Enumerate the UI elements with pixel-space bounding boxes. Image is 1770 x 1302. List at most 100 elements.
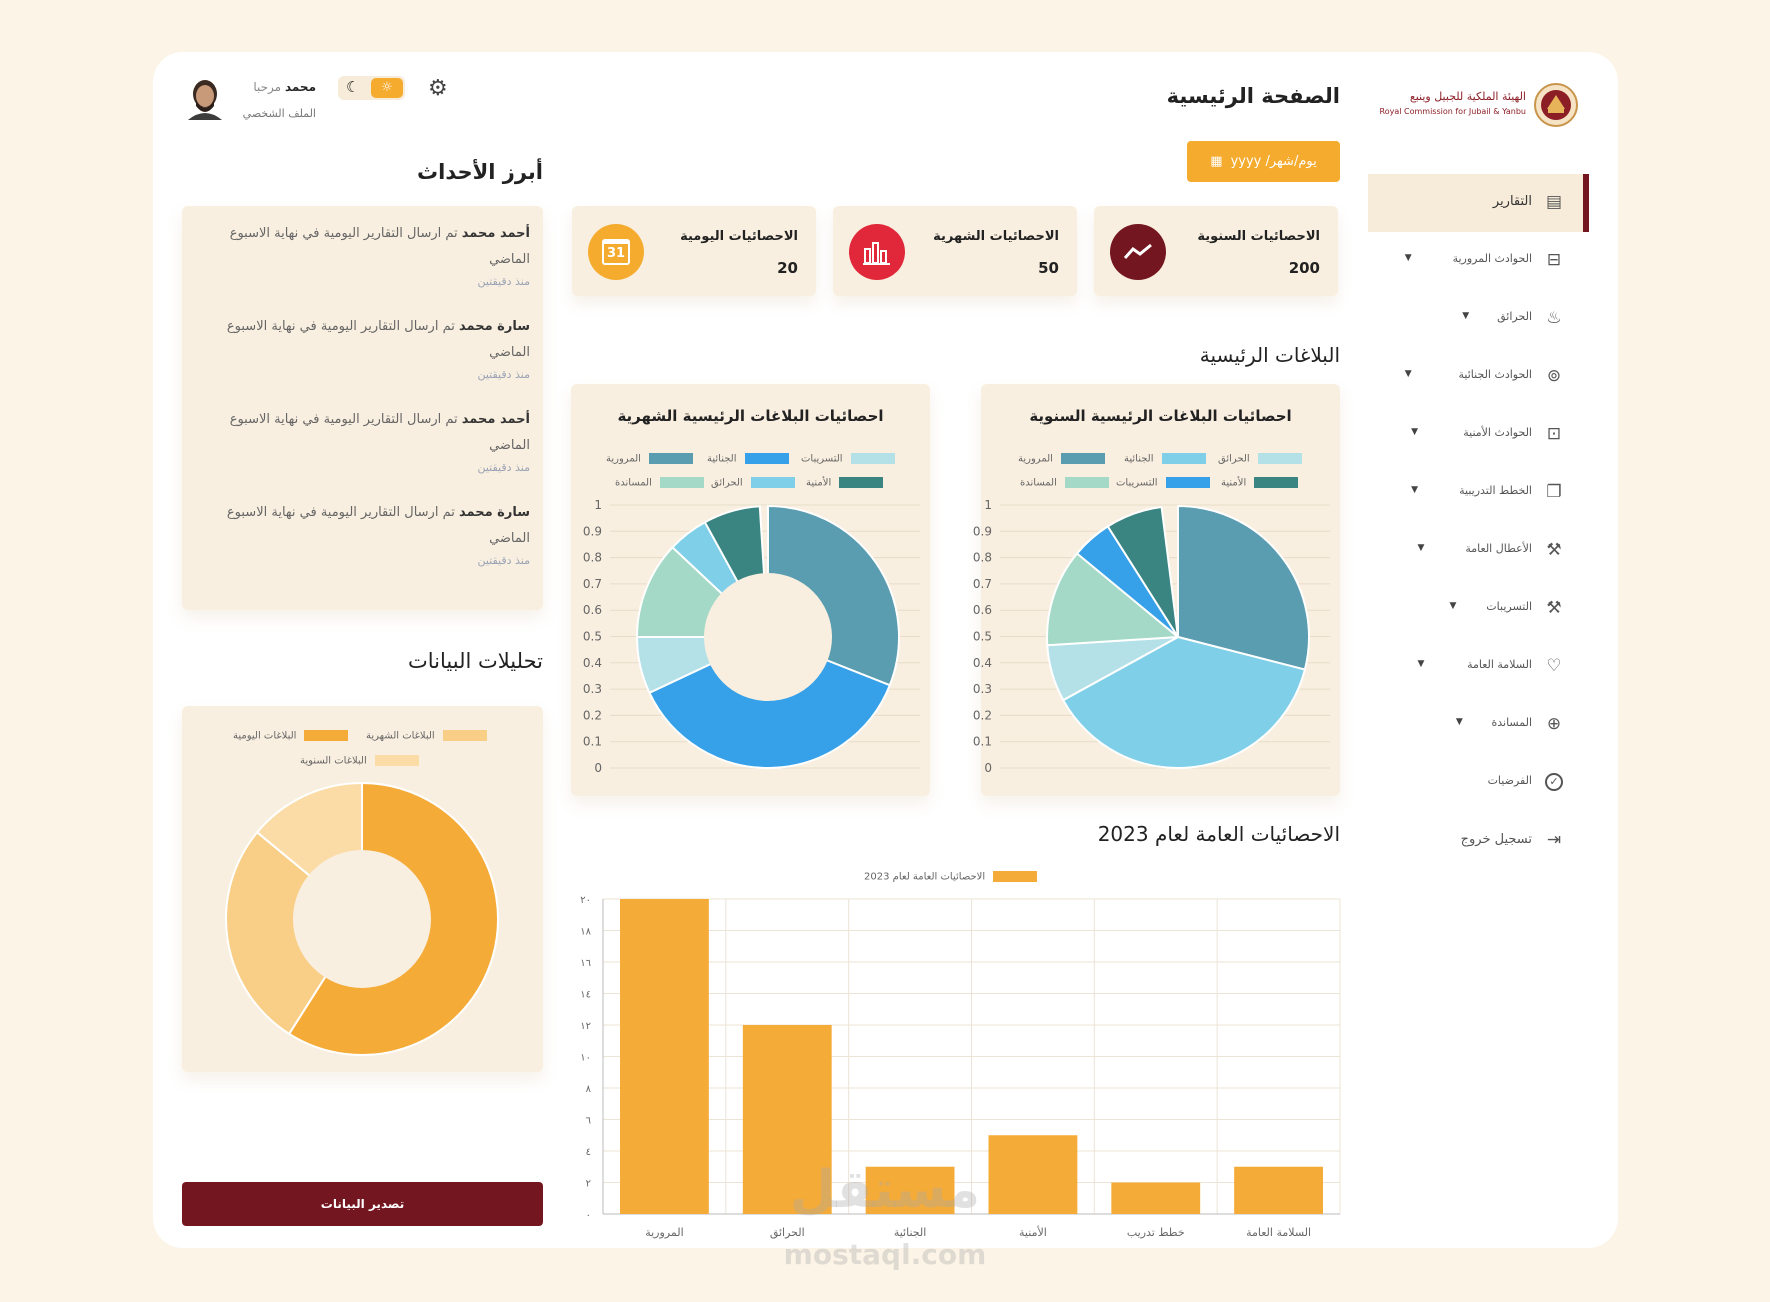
stat-value: 200 [1288, 259, 1320, 277]
settings-gear-icon[interactable]: ⚙ [428, 76, 448, 101]
category-label: الجنائية [894, 1226, 926, 1239]
chevron-down-icon[interactable]: ▼ [1417, 659, 1425, 669]
sidebar-active-highlight [1368, 174, 1589, 232]
legend-item[interactable]: الأمنية [806, 477, 884, 489]
fingerprint-icon: ⊚ [1546, 366, 1562, 386]
date-picker-button[interactable]: يوم/شهر/ yyyy ▦ [1187, 141, 1340, 182]
sidebar-item-label: التسريبات [1486, 600, 1532, 613]
event-item[interactable]: سارة محمد تم ارسال التقارير اليومية في ن… [185, 500, 530, 570]
hammer-icon: ⚒ [1546, 598, 1562, 618]
category-label: السلامة العامة [1246, 1226, 1311, 1239]
sidebar-item[interactable]: ♨ الحرائق ▼ [1380, 304, 1590, 334]
sidebar-item-label: الحرائق [1497, 310, 1532, 323]
legend-label: التسريبات [1116, 477, 1158, 489]
export-data-button[interactable]: تصدير البيانات [182, 1182, 543, 1226]
bar [988, 1135, 1078, 1214]
legend-item[interactable]: المرورية [1018, 453, 1105, 465]
legend-swatch [850, 453, 895, 464]
chevron-down-icon[interactable]: ▼ [1404, 253, 1412, 263]
chevron-down-icon[interactable]: ▼ [1417, 543, 1425, 553]
report-icon: ▤ [1545, 192, 1563, 212]
sidebar-item[interactable]: ✓ الفرضيات [1380, 768, 1590, 798]
avatar[interactable] [186, 76, 224, 120]
event-text: تم ارسال التقارير اليومية في نهاية الاسب… [226, 505, 530, 546]
legend-item[interactable]: الأمنية [1221, 477, 1299, 489]
sidebar-item[interactable]: ⊟ الحوادث المرورية ▼ [1380, 246, 1590, 276]
axis-tick-label: 1 [594, 498, 602, 512]
chevron-down-icon[interactable]: ▼ [1455, 717, 1463, 727]
sidebar-item[interactable]: ♡ السلامة العامة ▼ [1380, 652, 1590, 682]
legend-item[interactable]: الحرائق [711, 477, 795, 489]
sidebar-item[interactable]: ⇥ تسجيل خروج [1380, 826, 1590, 856]
legend-swatch [442, 730, 487, 741]
legend-item[interactable]: الاحصائيات العامة لعام 2023 [864, 871, 1038, 883]
axis-tick-label: ٢٠ [580, 895, 591, 906]
axis-tick-label: 0.2 [973, 708, 992, 722]
bar [620, 899, 709, 1214]
chevron-down-icon[interactable]: ▼ [1462, 311, 1470, 321]
legend-swatch [750, 477, 795, 488]
watermark-ar: مستقل [789, 1160, 981, 1220]
event-user: سارة محمد [459, 319, 530, 334]
sidebar-item[interactable]: ⊚ الحوادث الجنائية ▼ [1380, 362, 1590, 392]
wrench-icon: ⚒ [1546, 540, 1562, 560]
event-time: منذ دقيقتين [477, 275, 530, 288]
legend-item[interactable]: الحرائق [1218, 453, 1302, 465]
legend-item[interactable]: المرورية [606, 453, 693, 465]
chevron-down-icon[interactable]: ▼ [1411, 427, 1418, 437]
event-item[interactable]: أحمد محمد تم ارسال التقارير اليومية في ن… [185, 407, 530, 477]
sidebar-item[interactable]: ⊕ المساندة ▼ [1380, 710, 1590, 740]
legend-item[interactable]: البلاغات السنوية [300, 755, 419, 767]
flame-icon: ♨ [1546, 308, 1562, 328]
axis-tick-label: 0.5 [973, 630, 992, 644]
sidebar-item[interactable]: ❐ الخطط التدريبية ▼ [1380, 478, 1590, 508]
sidebar-item[interactable]: ⚒ التسريبات ▼ [1380, 594, 1590, 624]
legend-item[interactable]: البلاغات الشهرية [366, 730, 487, 742]
legend-swatch [374, 755, 419, 766]
legend-item[interactable]: الجنائية [707, 453, 789, 465]
pie-slice [225, 830, 364, 1036]
stat-card-annual[interactable]: الاحصائيات السنوية 200 [1094, 206, 1338, 296]
chevron-down-icon[interactable]: ▼ [1449, 601, 1457, 611]
legend-label: المرورية [606, 453, 641, 465]
stat-card-daily[interactable]: الاحصائيات اليومية 20 31 [572, 206, 816, 296]
chevron-down-icon[interactable]: ▼ [1411, 485, 1418, 495]
category-label: الأمنية [1019, 1225, 1047, 1239]
axis-tick-label: 0.8 [583, 551, 602, 565]
sidebar-item-label: الحوادث المرورية [1452, 252, 1532, 265]
sidebar-item-label: الخطط التدريبية [1459, 484, 1532, 497]
axis-tick-label: ١٠ [580, 1053, 591, 1064]
sidebar-item[interactable]: ⊡ الحوادث الأمنية ▼ [1380, 420, 1590, 450]
legend-swatch [1161, 453, 1206, 464]
moon-icon[interactable]: ☾ [346, 78, 360, 96]
legend-item[interactable]: التسريبات [801, 453, 895, 465]
theme-toggle[interactable]: ☾ ☼ [338, 76, 405, 100]
legend-item[interactable]: التسريبات [1116, 477, 1210, 489]
axis-tick-label: 0.1 [973, 735, 992, 749]
legend-label: الحرائق [711, 477, 743, 489]
event-item[interactable]: أحمد محمد تم ارسال التقارير اليومية في ن… [185, 221, 530, 291]
axis-tick-label: 0.7 [583, 577, 602, 591]
legend-label: الأمنية [806, 477, 832, 489]
legend-swatch [744, 453, 789, 464]
profile-link[interactable]: الملف الشخصي [242, 107, 316, 120]
stat-card-monthly[interactable]: الاحصائيات الشهرية 50 [833, 206, 1077, 296]
main-reports-title: البلاغات الرئيسية [1199, 343, 1340, 367]
pie-slice [1106, 505, 1179, 638]
sun-icon[interactable]: ☼ [371, 78, 403, 98]
axis-tick-label: ١٦ [580, 958, 591, 969]
bar-chart-icon [849, 224, 905, 280]
sidebar-item[interactable]: ▤ التقارير [1380, 188, 1590, 218]
legend-swatch [839, 477, 884, 488]
event-item[interactable]: سارة محمد تم ارسال التقارير اليومية في ن… [185, 314, 530, 384]
legend-label: الجنائية [707, 453, 737, 465]
chevron-down-icon[interactable]: ▼ [1404, 369, 1412, 379]
legend-item[interactable]: المساندة [1020, 477, 1109, 489]
bar [742, 1025, 832, 1214]
legend-item[interactable]: الجنائية [1124, 453, 1206, 465]
sidebar-item[interactable]: ⚒ الأعطال العامة ▼ [1380, 536, 1590, 566]
legend-item[interactable]: المساندة [615, 477, 704, 489]
sidebar-item-label: الحوادث الجنائية [1458, 368, 1532, 381]
user-greeting[interactable]: محمد مرحبا [236, 80, 316, 94]
legend-item[interactable]: البلاغات اليومية [233, 730, 349, 742]
